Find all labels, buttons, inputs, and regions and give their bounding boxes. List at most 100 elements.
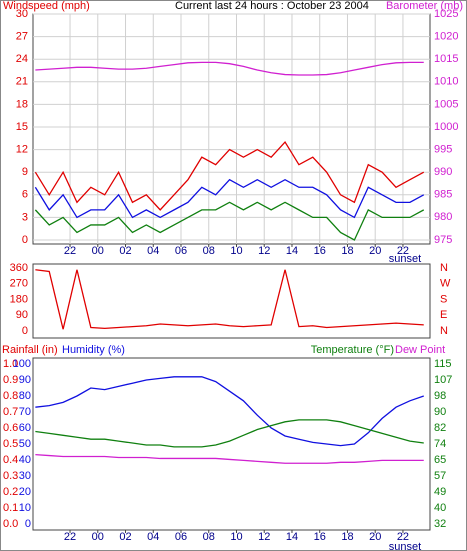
y-tick-label: 180 — [10, 293, 28, 305]
y2-tick-label: 990 — [434, 166, 452, 178]
y2-tick-label: 995 — [434, 143, 452, 155]
y2-tick-label: 57 — [434, 470, 446, 482]
y2-tick-label: S — [440, 293, 447, 305]
y-tick-label: 30 — [19, 470, 31, 482]
series-line — [34, 140, 425, 211]
y-tick-label: 27 — [16, 31, 28, 43]
rain-tick-label: 0.4 — [3, 454, 18, 466]
rain-axis-label: Rainfall (in) — [2, 344, 58, 356]
y2-axis-label: Barometer (mb) — [386, 0, 463, 12]
x-tick-label: 10 — [230, 531, 242, 543]
y2-tick-label: 65 — [434, 454, 446, 466]
plot-area — [32, 13, 431, 245]
x-tick-label: 00 — [92, 245, 104, 257]
y2-tick-label: 1010 — [434, 76, 458, 88]
plot-area — [32, 357, 431, 531]
rain-tick-label: 0.7 — [3, 406, 18, 418]
x-tick-label: 16 — [314, 245, 326, 257]
y-tick-label: 0 — [25, 518, 31, 530]
rain-tick-label: 0.1 — [3, 502, 18, 514]
x-tick-label: 20 — [369, 531, 381, 543]
y2-tick-label: 32 — [434, 518, 446, 530]
y2-tick-label: 1005 — [434, 98, 458, 110]
y-tick-label: 80 — [19, 390, 31, 402]
series-line — [34, 201, 425, 241]
rain-tick-label: 0.8 — [3, 390, 18, 402]
y-tick-label: 6 — [22, 189, 28, 201]
x-tick-label: 22 — [397, 531, 409, 543]
y-tick-label: 24 — [16, 53, 28, 65]
y-tick-label: 3 — [22, 211, 28, 223]
rain-tick-label: 0.0 — [3, 518, 18, 530]
y2-tick-label: 107 — [434, 374, 452, 386]
y2-tick-label: E — [440, 309, 447, 321]
y-tick-label: 10 — [19, 502, 31, 514]
y2-tick-label: 90 — [434, 406, 446, 418]
y2-tick-label: 985 — [434, 189, 452, 201]
y2-tick-label: 980 — [434, 211, 452, 223]
y-tick-label: 100 — [13, 358, 31, 370]
series-line — [35, 376, 424, 447]
y-tick-label: 270 — [10, 278, 28, 290]
rain-tick-label: 0.5 — [3, 438, 18, 450]
series-line — [35, 61, 424, 76]
y-tick-label: 60 — [19, 422, 31, 434]
y2-tick-label: 115 — [434, 358, 452, 370]
x-tick-label: 14 — [286, 245, 298, 257]
x-tick-label: 08 — [203, 245, 215, 257]
y-tick-label: 50 — [19, 438, 31, 450]
x-tick-label: 22 — [397, 245, 409, 257]
plot-area — [32, 263, 431, 339]
chart-title: Current last 24 hours : October 23 2004 — [175, 0, 369, 12]
y-tick-label: 90 — [16, 309, 28, 321]
x-tick-label: 00 — [92, 531, 104, 543]
y2-axis-label: Temperature (°F) — [311, 344, 394, 356]
x-tick-label: 22 — [64, 531, 76, 543]
y-tick-label: 9 — [22, 166, 28, 178]
x-tick-label: 04 — [147, 531, 159, 543]
rain-tick-label: 0.3 — [3, 470, 18, 482]
x-tick-label: 18 — [341, 531, 353, 543]
x-tick-label: 18 — [341, 245, 353, 257]
y2-tick-label: 1000 — [434, 121, 458, 133]
legend-label: Dew Point — [395, 344, 445, 356]
y-tick-label: 70 — [19, 406, 31, 418]
x-tick-label: 08 — [203, 531, 215, 543]
y-tick-label: 90 — [19, 374, 31, 386]
y2-tick-label: 82 — [434, 422, 446, 434]
y-tick-label: 20 — [19, 486, 31, 498]
y2-tick-label: 98 — [434, 390, 446, 402]
x-tick-label: 12 — [258, 245, 270, 257]
x-tick-label: 10 — [230, 245, 242, 257]
y-tick-label: 360 — [10, 262, 28, 274]
x-tick-label: 14 — [286, 531, 298, 543]
x-tick-label: 20 — [369, 245, 381, 257]
y-tick-label: 30 — [16, 8, 28, 20]
y2-tick-label: 1015 — [434, 53, 458, 65]
y-tick-label: 21 — [16, 76, 28, 88]
x-tick-label: 02 — [119, 531, 131, 543]
annotation: sunset — [389, 541, 421, 551]
y-tick-label: 18 — [16, 98, 28, 110]
rain-tick-label: 0.2 — [3, 486, 18, 498]
rain-tick-label: 1.0 — [3, 358, 18, 370]
y-tick-label: 12 — [16, 144, 28, 156]
y-tick-label: 0 — [22, 234, 28, 246]
annotation: sunset — [389, 253, 421, 265]
y-axis-label: Humidity (%) — [62, 344, 125, 356]
rain-tick-label: 0.6 — [3, 422, 18, 434]
y2-tick-label: 975 — [434, 234, 452, 246]
y2-tick-label: W — [440, 278, 451, 290]
series-line — [35, 419, 424, 448]
y2-tick-label: 1020 — [434, 30, 458, 42]
series-line — [34, 178, 425, 219]
x-tick-label: 04 — [147, 245, 159, 257]
x-tick-label: 12 — [258, 531, 270, 543]
x-tick-label: 06 — [175, 531, 187, 543]
x-tick-label: 02 — [119, 245, 131, 257]
x-tick-label: 22 — [64, 245, 76, 257]
y2-tick-label: 49 — [434, 486, 446, 498]
series-line — [35, 453, 424, 464]
x-tick-label: 16 — [314, 531, 326, 543]
series-line — [35, 269, 424, 330]
